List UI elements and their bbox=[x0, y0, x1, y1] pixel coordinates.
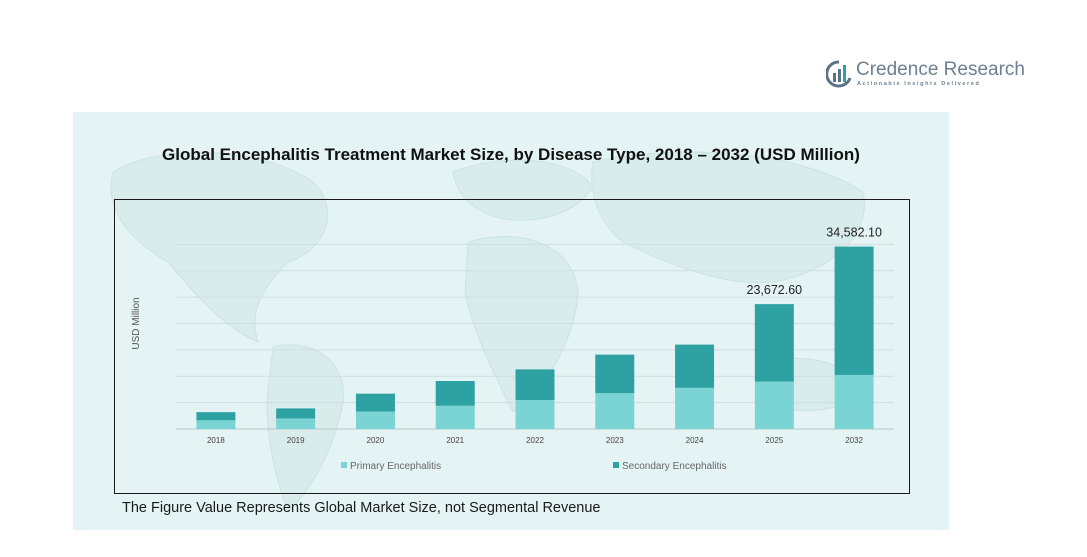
x-tick-label: 2022 bbox=[526, 436, 544, 445]
x-tick-label: 2018 bbox=[207, 436, 225, 445]
bar-primary-2032 bbox=[834, 374, 874, 429]
bar-secondary-2032 bbox=[834, 246, 874, 375]
bar-secondary-2019 bbox=[276, 408, 316, 419]
brand-logo: Credence Research Actionable Insights De… bbox=[826, 58, 1025, 92]
y-axis-label: USD Million bbox=[131, 297, 142, 349]
x-tick-label: 2023 bbox=[606, 436, 624, 445]
bar-primary-2021 bbox=[435, 405, 475, 429]
brand-name: Credence Research bbox=[856, 59, 1025, 80]
legend-item-primary: Primary Encephalitis bbox=[341, 461, 441, 473]
bar-secondary-2023 bbox=[595, 354, 635, 394]
bar-primary-2023 bbox=[595, 393, 635, 429]
data-label-total: 34,582.10 bbox=[826, 226, 882, 240]
x-tick-label: 2020 bbox=[367, 436, 385, 445]
legend-label-primary: Primary Encephalitis bbox=[350, 461, 442, 472]
bar-secondary-2021 bbox=[435, 380, 475, 406]
bar-secondary-2022 bbox=[515, 369, 555, 400]
x-tick-label: 2021 bbox=[446, 436, 464, 445]
footnote: The Figure Value Represents Global Marke… bbox=[122, 500, 601, 516]
chart-title: Global Encephalitis Treatment Market Siz… bbox=[162, 145, 860, 164]
x-tick-label: 2024 bbox=[686, 436, 704, 445]
data-label-total: 23,672.60 bbox=[747, 283, 803, 297]
bar-secondary-2018 bbox=[196, 412, 236, 421]
legend-label-secondary: Secondary Encephalitis bbox=[622, 461, 727, 472]
legend-item-secondary: Secondary Encephalitis bbox=[613, 461, 727, 473]
bar-primary-2024 bbox=[675, 387, 715, 429]
stacked-bar-chart: USD Million 2018 2019 2020 2021 2022 2023 2024 2… bbox=[131, 226, 894, 445]
x-tick-label: 2032 bbox=[845, 436, 863, 445]
chart-panel: Global Encephalitis Treatment Market Siz… bbox=[73, 112, 949, 530]
legend-swatch-primary bbox=[341, 462, 347, 469]
bar-primary-2025 bbox=[754, 381, 794, 429]
bar-secondary-2020 bbox=[355, 393, 395, 412]
bar-secondary-2024 bbox=[675, 344, 715, 388]
plot-frame bbox=[114, 199, 910, 494]
bar-secondary-2025 bbox=[754, 304, 794, 382]
legend-swatch-secondary bbox=[613, 462, 619, 469]
bar-primary-2019 bbox=[276, 418, 316, 429]
x-tick-label: 2019 bbox=[287, 436, 305, 445]
bar-primary-2018 bbox=[196, 420, 236, 429]
bar-primary-2020 bbox=[355, 411, 395, 429]
bar-primary-2022 bbox=[515, 399, 555, 429]
bar-chart-circle-icon bbox=[826, 60, 852, 88]
x-tick-label: 2025 bbox=[765, 436, 783, 445]
brand-tagline: Actionable Insights Delivered bbox=[857, 81, 981, 87]
